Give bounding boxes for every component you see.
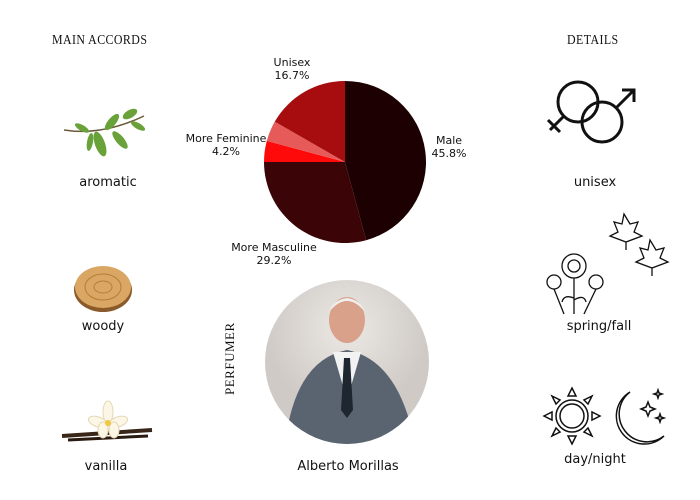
detail-label: unisex bbox=[573, 175, 617, 190]
pie-slice-male bbox=[345, 81, 426, 241]
main-accords-heading: MAIN ACCORDS bbox=[52, 33, 148, 48]
pie-label-more-feminine: More Feminine 4.2% bbox=[185, 132, 267, 158]
pie-label-more-masculine: More Masculine 29.2% bbox=[231, 241, 317, 267]
flowers-leaves-icon bbox=[546, 212, 670, 315]
accord-label: woody bbox=[81, 319, 125, 334]
pie-slice-more-masculine bbox=[264, 162, 367, 243]
wood-slice-icon bbox=[74, 266, 132, 312]
pie-label-unisex: Unisex 16.7% bbox=[273, 56, 311, 82]
detail-label: day/night bbox=[564, 452, 626, 467]
pie-slice-more-feminine bbox=[264, 140, 345, 162]
detail-label: spring/fall bbox=[566, 319, 632, 334]
gender-pie-chart bbox=[264, 81, 426, 243]
accord-label: aromatic bbox=[79, 175, 137, 190]
sun-moon-icon bbox=[542, 386, 667, 446]
pie-slice-unisex bbox=[274, 81, 345, 162]
herb-sprig-icon bbox=[63, 108, 146, 157]
vanilla-flower-icon bbox=[61, 400, 153, 442]
perfumer-name: Alberto Morillas bbox=[297, 459, 399, 474]
perfumer-photo bbox=[265, 280, 429, 444]
pie-label-male: Male 45.8% bbox=[431, 134, 467, 160]
accord-label: vanilla bbox=[84, 459, 128, 474]
details-heading: DETAILS bbox=[567, 33, 619, 48]
pie-slice bbox=[266, 121, 345, 162]
perfumer-heading: PERFUMER bbox=[222, 322, 237, 395]
gender-symbols-icon bbox=[546, 80, 636, 144]
